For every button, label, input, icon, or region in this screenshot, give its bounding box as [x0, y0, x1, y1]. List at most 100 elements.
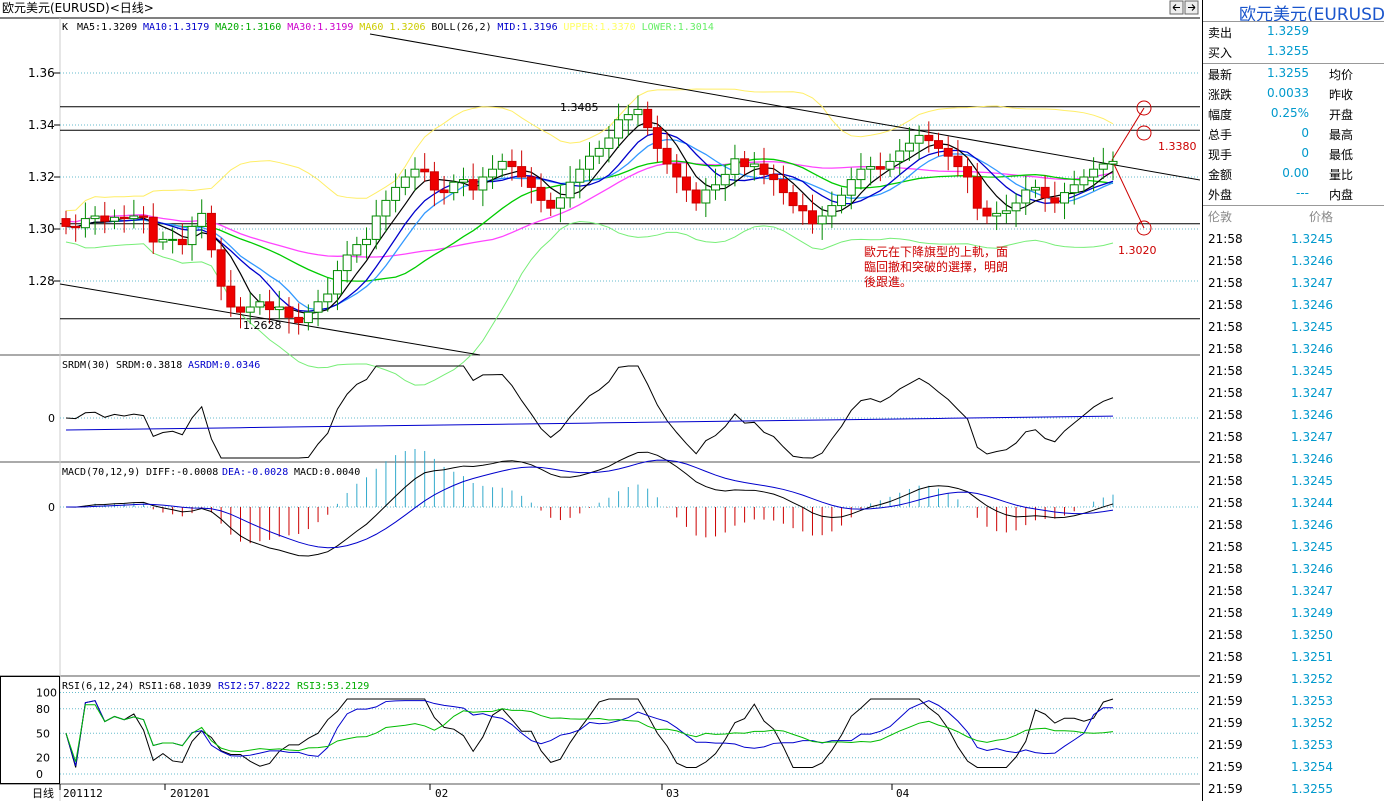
- rsi-tick: 50: [36, 727, 50, 740]
- tick-row[interactable]: 21:59 1.3254: [1208, 760, 1333, 774]
- candle-body: [1011, 202, 1021, 212]
- tick-row[interactable]: 21:58 1.3247: [1208, 386, 1333, 400]
- candle-body: [643, 108, 653, 129]
- candle-body: [875, 166, 885, 170]
- candle-body: [594, 147, 604, 157]
- candle-body: [323, 293, 333, 303]
- candle-body: [1098, 163, 1108, 170]
- tick-row[interactable]: 21:58 1.3250: [1208, 628, 1333, 642]
- svg-text:RSI1:68.1039: RSI1:68.1039: [139, 681, 211, 692]
- svg-text:MID:1.3196: MID:1.3196: [497, 22, 557, 33]
- high-label: 1.3485: [560, 101, 599, 114]
- rsi-series: [65, 698, 1114, 768]
- candle-body: [837, 194, 847, 207]
- candle-body: [992, 212, 1002, 217]
- tick-row[interactable]: 21:58 1.3249: [1208, 606, 1333, 620]
- tick-row[interactable]: 21:58 1.3245: [1208, 232, 1333, 246]
- tick-row[interactable]: 21:58 1.3245: [1208, 320, 1333, 334]
- y-tick: 1.30: [28, 222, 55, 236]
- candle-body: [1079, 176, 1089, 186]
- tick-row[interactable]: 21:59 1.3255: [1208, 782, 1333, 796]
- svg-text:後跟進。: 後跟進。: [864, 275, 912, 289]
- candle-body: [982, 207, 992, 217]
- nav-buttons[interactable]: [1169, 0, 1199, 15]
- candle-body: [439, 189, 449, 194]
- candle-body: [139, 215, 149, 218]
- candle-body: [1001, 210, 1011, 214]
- candle-body: [197, 212, 207, 227]
- candle-body: [488, 168, 498, 178]
- low-label: 1.2628: [243, 319, 282, 332]
- candle-body: [303, 311, 313, 324]
- candle-body: [362, 238, 372, 246]
- srdm-legend: SRDM(30) SRDM:0.3818 ASRDM:0.0346: [62, 360, 260, 371]
- candle-body: [468, 179, 478, 191]
- tick-row[interactable]: 21:59 1.3252: [1208, 716, 1333, 730]
- candle-body: [555, 197, 565, 209]
- candle-body: [497, 160, 507, 170]
- tick-row[interactable]: 21:58 1.3247: [1208, 584, 1333, 598]
- tick-row[interactable]: 21:58 1.3245: [1208, 474, 1333, 488]
- candle-body: [1089, 168, 1099, 178]
- buy-price: 1.3255: [1267, 44, 1309, 58]
- tick-row[interactable]: 21:58 1.3246: [1208, 254, 1333, 268]
- srdm-series: [65, 365, 1114, 459]
- candle-body: [71, 225, 81, 229]
- tick-row[interactable]: 21:58 1.3246: [1208, 298, 1333, 312]
- candle-body: [168, 238, 178, 241]
- tick-row[interactable]: 21:58 1.3246: [1208, 408, 1333, 422]
- quote-row: 幅度 0.25% 开盘: [1208, 106, 1354, 122]
- candle-body: [846, 179, 856, 196]
- candle-body: [943, 147, 953, 157]
- tick-row[interactable]: 21:58 1.3244: [1208, 496, 1333, 510]
- candle-body: [856, 168, 866, 181]
- candle-body: [226, 285, 236, 308]
- quote-row: 总手 0 最高: [1208, 126, 1354, 142]
- candle-body: [672, 163, 682, 178]
- tick-row[interactable]: 21:58 1.3247: [1208, 276, 1333, 290]
- y-tick: 1.32: [28, 170, 55, 184]
- tick-row[interactable]: 21:59 1.3252: [1208, 672, 1333, 686]
- candle-body: [817, 215, 827, 225]
- tick-row[interactable]: 21:59 1.3253: [1208, 738, 1333, 752]
- tick-row[interactable]: 21:58 1.3246: [1208, 518, 1333, 532]
- tick-row[interactable]: 21:58 1.3246: [1208, 562, 1333, 576]
- svg-text:RSI3:53.2129: RSI3:53.2129: [297, 681, 369, 692]
- quote-row: 金额 0.00 量比: [1208, 166, 1354, 182]
- candle-body: [546, 199, 556, 209]
- tick-row[interactable]: 21:58 1.3246: [1208, 452, 1333, 466]
- candle-body: [371, 215, 381, 240]
- candle-body: [274, 306, 284, 311]
- candle-body: [1030, 186, 1040, 191]
- tick-row[interactable]: 21:58 1.3251: [1208, 650, 1333, 664]
- chart-area[interactable]: 欧元美元(EURUSD)<日线> K MA5:1.3209 MA10:1.3179 M…: [0, 0, 1200, 801]
- candle-body: [332, 270, 342, 295]
- x-label: 04: [896, 787, 910, 800]
- sell-price: 1.3259: [1267, 24, 1309, 38]
- svg-text:UPPER:1.3370: UPPER:1.3370: [563, 22, 635, 33]
- tick-row[interactable]: 21:58 1.3245: [1208, 540, 1333, 554]
- candle-body: [449, 181, 459, 194]
- x-axis: 日线 201112 201201 02 03 04: [32, 784, 910, 800]
- macd-legend: MACD(70,12,9) DIFF:-0.0008 DEA:-0.0028 M…: [62, 467, 360, 478]
- candle-body: [866, 166, 876, 170]
- candle-body: [294, 316, 304, 324]
- tick-row[interactable]: 21:59 1.3253: [1208, 694, 1333, 708]
- tick-row[interactable]: 21:58 1.3245: [1208, 364, 1333, 378]
- candle-body: [80, 218, 90, 229]
- candle-body: [681, 176, 691, 191]
- candle-body: [236, 306, 245, 313]
- candle-body: [517, 166, 527, 178]
- target-circle: [1136, 220, 1152, 236]
- period-label: 日线: [32, 786, 54, 800]
- candlestick-series: [61, 95, 1118, 335]
- tick-row[interactable]: 21:58 1.3246: [1208, 342, 1333, 356]
- tick-row[interactable]: 21:58 1.3247: [1208, 430, 1333, 444]
- quote-title: 欧元美元(EURUSD: [1239, 5, 1384, 25]
- candle-body: [788, 192, 798, 207]
- candle-body: [381, 199, 391, 217]
- y-tick: 1.28: [28, 274, 55, 288]
- svg-text:MA10:1.3179: MA10:1.3179: [143, 22, 209, 33]
- macd-series: [65, 451, 1114, 557]
- candle-body: [701, 189, 711, 204]
